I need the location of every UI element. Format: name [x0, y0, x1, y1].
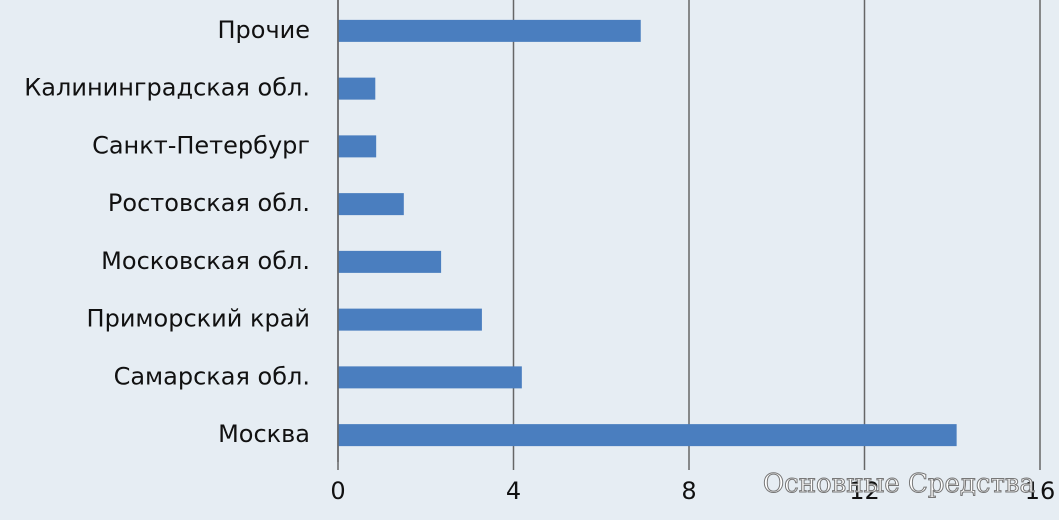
bar	[338, 193, 404, 216]
x-tick-label: 16	[1025, 477, 1056, 505]
bar	[338, 77, 376, 100]
bar	[338, 19, 641, 42]
x-tick-label: 8	[681, 477, 696, 505]
y-tick-label: Прочие	[217, 16, 310, 44]
y-tick-label: Москва	[218, 420, 310, 448]
y-tick-label: Самарская обл.	[114, 362, 310, 390]
bar	[338, 250, 442, 273]
watermark: Основные Средства	[763, 469, 1035, 499]
x-tick-label: 0	[330, 477, 345, 505]
y-tick-label: Санкт-Петербург	[92, 131, 310, 159]
bar	[338, 424, 957, 447]
bar	[338, 366, 522, 389]
y-tick-label: Московская обл.	[101, 247, 310, 275]
y-tick-label: Ростовская обл.	[108, 189, 310, 217]
y-tick-label: Калининградская обл.	[24, 74, 310, 102]
y-tick-label: Приморский край	[87, 305, 310, 333]
x-tick-label: 4	[506, 477, 521, 505]
bar	[338, 135, 377, 158]
bar	[338, 308, 482, 331]
x-tick-label: 12	[849, 477, 880, 505]
